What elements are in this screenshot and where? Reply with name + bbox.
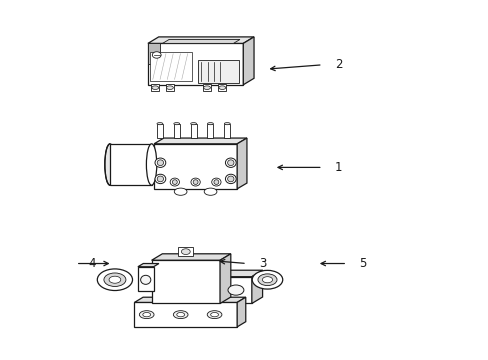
Ellipse shape	[109, 276, 121, 283]
Ellipse shape	[157, 160, 163, 166]
Polygon shape	[147, 43, 160, 64]
Ellipse shape	[152, 52, 161, 58]
Ellipse shape	[177, 312, 184, 317]
Ellipse shape	[207, 122, 213, 125]
Ellipse shape	[224, 122, 230, 125]
Bar	[134, 302, 237, 327]
Ellipse shape	[227, 160, 233, 166]
Polygon shape	[138, 264, 159, 267]
Ellipse shape	[172, 180, 177, 184]
Bar	[110, 144, 151, 185]
Ellipse shape	[155, 158, 165, 167]
Ellipse shape	[142, 312, 150, 317]
Ellipse shape	[104, 144, 115, 185]
Polygon shape	[154, 144, 237, 189]
Text: 3: 3	[259, 257, 266, 270]
Ellipse shape	[211, 178, 221, 186]
Ellipse shape	[166, 86, 173, 90]
Ellipse shape	[103, 273, 125, 287]
Ellipse shape	[151, 86, 158, 90]
Polygon shape	[134, 297, 245, 302]
Ellipse shape	[174, 188, 186, 195]
Ellipse shape	[97, 269, 132, 291]
Text: 5: 5	[359, 257, 366, 270]
Ellipse shape	[258, 274, 277, 285]
Ellipse shape	[141, 275, 150, 284]
Ellipse shape	[252, 270, 282, 289]
Ellipse shape	[210, 312, 218, 317]
Bar	[151, 260, 220, 303]
Ellipse shape	[204, 188, 217, 195]
Polygon shape	[237, 297, 245, 327]
Ellipse shape	[155, 174, 165, 184]
Bar	[220, 277, 251, 303]
Ellipse shape	[262, 277, 272, 283]
Bar	[218, 84, 226, 91]
Bar	[197, 60, 239, 83]
Polygon shape	[220, 270, 262, 277]
Ellipse shape	[203, 86, 210, 90]
Text: 2: 2	[334, 58, 342, 71]
Ellipse shape	[170, 178, 179, 186]
Text: 1: 1	[334, 161, 342, 174]
Ellipse shape	[227, 176, 233, 182]
Polygon shape	[147, 43, 243, 85]
Polygon shape	[237, 138, 246, 189]
Ellipse shape	[173, 122, 179, 125]
Bar	[138, 267, 153, 291]
Bar	[190, 123, 196, 138]
Polygon shape	[162, 40, 240, 43]
Polygon shape	[251, 270, 262, 303]
Bar	[151, 84, 159, 91]
Ellipse shape	[173, 311, 187, 319]
Ellipse shape	[225, 158, 236, 167]
Bar	[150, 52, 192, 81]
Polygon shape	[151, 254, 230, 260]
Polygon shape	[154, 138, 246, 144]
Ellipse shape	[214, 180, 218, 184]
Ellipse shape	[190, 122, 196, 125]
Ellipse shape	[193, 180, 198, 184]
Polygon shape	[220, 254, 230, 303]
Ellipse shape	[139, 311, 154, 319]
Bar	[224, 123, 230, 138]
Ellipse shape	[225, 174, 236, 184]
Bar	[207, 123, 213, 138]
Ellipse shape	[157, 176, 163, 182]
Bar	[157, 123, 163, 138]
Ellipse shape	[227, 285, 244, 295]
Polygon shape	[243, 37, 254, 85]
Ellipse shape	[181, 249, 190, 255]
Bar	[165, 84, 174, 91]
Bar	[203, 84, 210, 91]
Ellipse shape	[207, 311, 222, 319]
Bar	[173, 123, 179, 138]
Ellipse shape	[157, 122, 163, 125]
Polygon shape	[147, 37, 254, 43]
Ellipse shape	[219, 86, 225, 90]
Text: 4: 4	[88, 257, 95, 270]
Ellipse shape	[146, 144, 157, 185]
Ellipse shape	[190, 178, 200, 186]
Bar	[178, 247, 193, 256]
